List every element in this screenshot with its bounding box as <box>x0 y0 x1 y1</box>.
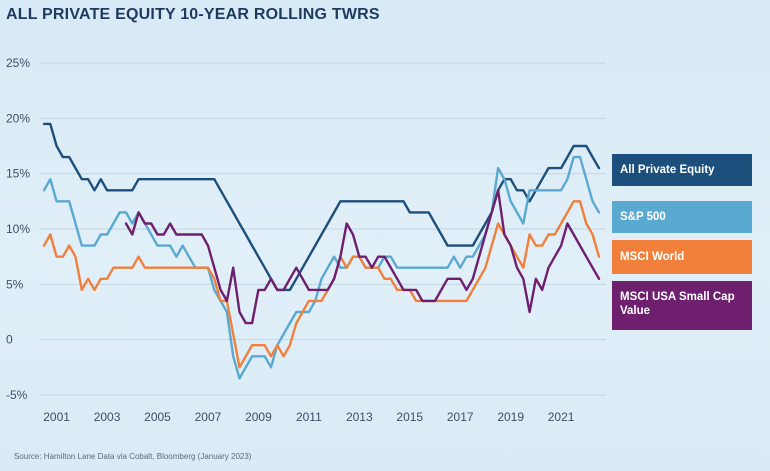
legend-msci-usa-small-cap-value: MSCI USA Small Cap Value <box>612 281 752 330</box>
y-tick-label: 20% <box>6 111 30 125</box>
y-axis-tick-labels: 25% 20% 15% 10% 5% 0 -5% <box>6 56 30 402</box>
x-tick-label: 2013 <box>346 410 373 424</box>
y-tick-label: 10% <box>6 222 30 236</box>
source-note: Source: Hamilton Lane Data via Cobalt, B… <box>14 452 252 461</box>
legend-label-sp-500: S&P 500 <box>620 211 666 223</box>
y-tick-label: 5% <box>6 277 24 291</box>
legend-label-msci-usa-small-cap-value: MSCI USA Small Cap Value <box>620 291 735 317</box>
y-tick-label: 15% <box>6 167 30 181</box>
x-tick-label: 2001 <box>43 410 70 424</box>
series-layer <box>42 122 601 380</box>
y-tick-label: -5% <box>6 388 28 402</box>
legend-msci-world: MSCI World <box>612 240 752 274</box>
series-line-all-private-equity <box>42 122 601 292</box>
x-tick-label: 2005 <box>144 410 171 424</box>
x-tick-label: 2011 <box>296 410 322 424</box>
chart-title: ALL PRIVATE EQUITY 10-YEAR ROLLING TWRS <box>6 6 380 23</box>
x-tick-label: 2019 <box>497 410 524 424</box>
x-tick-label: 2021 <box>548 410 575 424</box>
legend-all-private-equity: All Private Equity <box>612 154 752 186</box>
legend-sp-500: S&P 500 <box>612 201 752 233</box>
x-tick-label: 2009 <box>245 410 272 424</box>
x-tick-label: 2015 <box>396 410 423 424</box>
x-tick-label: 2003 <box>94 410 121 424</box>
grid-layer <box>40 62 606 396</box>
x-tick-label: 2007 <box>195 410 222 424</box>
y-tick-label: 25% <box>6 56 30 70</box>
y-tick-label: 0 <box>6 333 13 347</box>
x-axis-tick-labels: 2001 2003 2005 2007 2009 2011 2013 2015 2017 2019… <box>43 410 575 424</box>
legend-label-all-private-equity: All Private Equity <box>620 164 715 176</box>
x-tick-label: 2017 <box>447 410 474 424</box>
legend-label-msci-world: MSCI World <box>620 251 685 263</box>
series-line-msci-usa-small-cap-value <box>124 189 601 325</box>
